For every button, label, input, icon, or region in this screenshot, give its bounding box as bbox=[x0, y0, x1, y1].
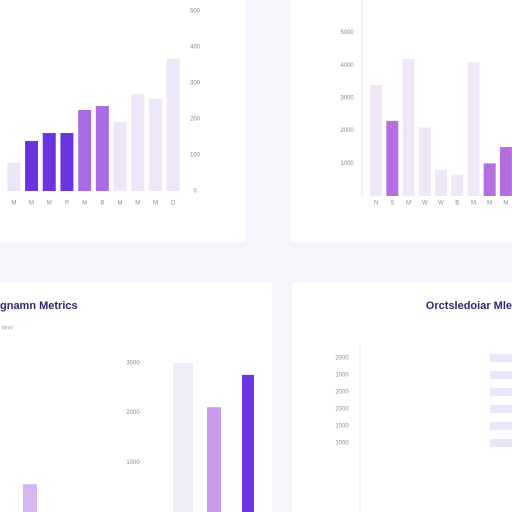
y-tick-label: 2000 bbox=[335, 356, 349, 362]
bar bbox=[490, 354, 512, 362]
x-tick-label: D bbox=[171, 201, 176, 207]
y-tick-label: 500 bbox=[190, 9, 201, 15]
y-tick-label: 0 bbox=[193, 189, 197, 195]
y-tick-label: 3000 bbox=[126, 361, 140, 367]
y-tick-label: 1000 bbox=[335, 373, 349, 379]
panel bbox=[292, 282, 512, 512]
panel-subtitle: Mnm bbox=[2, 325, 13, 331]
y-tick-label: 2000 bbox=[340, 128, 354, 134]
bar bbox=[490, 422, 512, 430]
panel bbox=[0, 0, 246, 242]
y-tick-label: 300 bbox=[190, 81, 201, 87]
x-tick-label: M bbox=[503, 201, 508, 207]
bar bbox=[418, 127, 431, 196]
y-tick-label: 2000 bbox=[335, 390, 349, 396]
x-tick-label: M bbox=[153, 201, 158, 207]
bar bbox=[173, 363, 193, 512]
x-tick-label: M bbox=[47, 201, 52, 207]
bar bbox=[131, 94, 145, 191]
x-tick-label: B bbox=[455, 201, 459, 207]
bar bbox=[483, 163, 496, 196]
x-tick-label: M bbox=[118, 201, 123, 207]
bar bbox=[7, 162, 21, 191]
y-tick-label: 400 bbox=[190, 45, 201, 51]
panel-title: gnamn Metrics bbox=[0, 300, 78, 312]
x-tick-label: S bbox=[390, 201, 394, 207]
bar bbox=[148, 98, 162, 191]
x-tick-label: B bbox=[100, 201, 104, 207]
y-tick-label: 3000 bbox=[340, 96, 354, 102]
bar bbox=[386, 120, 399, 196]
y-tick-label: 1000 bbox=[340, 161, 354, 167]
bar bbox=[113, 121, 127, 191]
x-tick-label: M bbox=[471, 201, 476, 207]
y-tick-label: 1000 bbox=[335, 441, 349, 447]
x-tick-label: P bbox=[65, 201, 69, 207]
bar bbox=[242, 374, 254, 512]
y-tick-label: 1000 bbox=[335, 424, 349, 430]
bar bbox=[490, 439, 512, 447]
x-tick-label: M bbox=[11, 201, 16, 207]
x-tick-label: N bbox=[374, 201, 378, 207]
bar bbox=[42, 133, 56, 191]
x-tick-label: M bbox=[487, 201, 492, 207]
y-tick-label: 2000 bbox=[335, 407, 349, 413]
x-tick-label: M bbox=[29, 201, 34, 207]
bar bbox=[370, 84, 383, 196]
y-tick-label: 200 bbox=[190, 117, 201, 123]
bar bbox=[166, 58, 180, 191]
bar bbox=[207, 407, 221, 512]
y-tick-label: 2000 bbox=[126, 410, 140, 416]
y-tick-label: 100 bbox=[190, 153, 201, 159]
y-tick-label: 1000 bbox=[126, 460, 140, 466]
bar bbox=[78, 110, 92, 191]
x-tick-label: W bbox=[438, 201, 444, 207]
bar bbox=[60, 133, 74, 191]
bar bbox=[467, 62, 480, 196]
x-tick-label: W bbox=[422, 201, 428, 207]
bar bbox=[490, 405, 512, 413]
x-tick-label: M bbox=[135, 201, 140, 207]
panel-title: Orctsledoiar Mle bbox=[426, 300, 512, 312]
y-tick-label: 5000 bbox=[340, 30, 354, 36]
y-tick-label: 4000 bbox=[340, 63, 354, 69]
bar bbox=[499, 147, 512, 196]
x-tick-label: M bbox=[82, 201, 87, 207]
panel bbox=[0, 282, 272, 512]
bar bbox=[402, 58, 415, 196]
x-tick-label: M bbox=[406, 201, 411, 207]
bar bbox=[490, 388, 512, 396]
bar bbox=[95, 106, 109, 191]
bar bbox=[451, 174, 464, 196]
bar bbox=[23, 484, 37, 512]
bar bbox=[435, 169, 447, 196]
bar bbox=[490, 371, 512, 379]
bar bbox=[25, 140, 39, 191]
